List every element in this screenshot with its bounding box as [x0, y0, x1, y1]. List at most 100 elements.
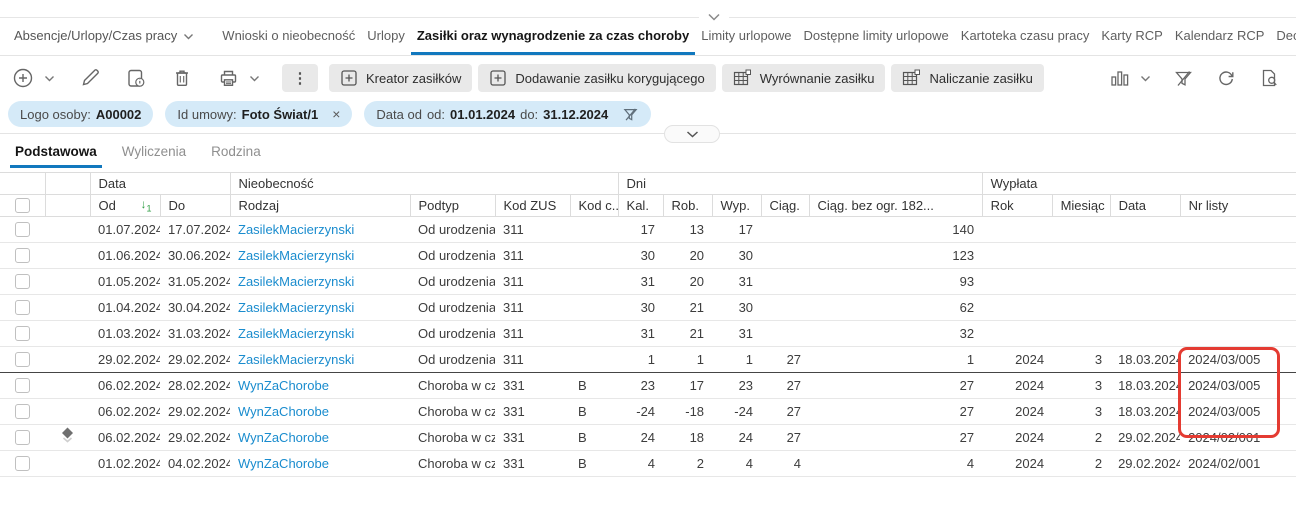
cell-link-rodzaj[interactable]: WynZaChorobe: [238, 430, 329, 445]
row-checkbox[interactable]: [15, 248, 30, 263]
cell-miesiac: 2: [1052, 424, 1111, 451]
table-row[interactable]: 06.02.2024 28.02.2024 WynZaChorobe Choroba …: [0, 372, 1296, 399]
cell-marker: [45, 450, 90, 477]
tab-label: Karty RCP: [1101, 27, 1163, 43]
dodawanie-zasiłku-korygującego-button[interactable]: Dodawanie zasiłku korygującego: [478, 64, 716, 92]
chip-clear-filter-icon[interactable]: [622, 106, 639, 123]
row-checkbox[interactable]: [15, 378, 30, 393]
card-info-icon[interactable]: [123, 65, 149, 91]
column-header-rodzaj[interactable]: Rodzaj: [230, 194, 411, 217]
subtab-rodzina[interactable]: Rodzina: [206, 137, 266, 168]
tab-zasiłki-oraz-wynagrodzenie-za-czas-choroby[interactable]: Zasiłki oraz wynagrodzenie za czas choro…: [410, 18, 696, 55]
subtab-podstawowa[interactable]: Podstawowa: [10, 137, 102, 168]
table-row[interactable]: 06.02.2024 29.02.2024 WynZaChorobe Choroba …: [0, 424, 1296, 451]
table-row[interactable]: 01.07.2024 17.07.2024 ZasilekMacierzynski O…: [0, 216, 1296, 243]
clear-filter-icon[interactable]: [1170, 65, 1196, 91]
filter-chip-id-umowy[interactable]: Id umowy: Foto Świat/1 ×: [165, 101, 353, 127]
add-dropdown-chevron-icon[interactable]: [41, 65, 57, 91]
cell-link-rodzaj[interactable]: ZasilekMacierzynski: [238, 274, 355, 289]
row-checkbox[interactable]: [15, 326, 30, 341]
document-preview-icon[interactable]: [1256, 65, 1282, 91]
filter-chip-logo-osoby[interactable]: Logo osoby: A00002: [8, 101, 154, 127]
column-header-kod_zus[interactable]: Kod ZUS: [495, 194, 571, 217]
tab-absencje-urlopy-czas-pracy[interactable]: Absencje/Urlopy/Czas pracy: [8, 18, 200, 55]
tab-limity-urlopowe[interactable]: Limity urlopowe: [695, 18, 797, 55]
tab-kartoteka-czasu-pracy[interactable]: Kartoteka czasu pracy: [955, 18, 1096, 55]
cell-link-rodzaj[interactable]: WynZaChorobe: [238, 378, 329, 393]
column-header-do[interactable]: Do: [160, 194, 231, 217]
column-header-podtyp[interactable]: Podtyp: [410, 194, 496, 217]
add-record-icon[interactable]: [10, 65, 36, 91]
subtab-wyliczenia[interactable]: Wyliczenia: [117, 137, 191, 168]
column-header-marker[interactable]: [45, 194, 91, 217]
column-header-kod_c[interactable]: Kod c...: [570, 194, 619, 217]
collapse-filter-panel-chevron[interactable]: [664, 125, 720, 143]
cell-kal: 30: [618, 242, 664, 269]
cell-link-rodzaj[interactable]: ZasilekMacierzynski: [238, 326, 355, 341]
cell-nr_listy: 2024/03/005: [1180, 372, 1296, 399]
table-row[interactable]: 29.02.2024 29.02.2024 ZasilekMacierzynski O…: [0, 346, 1296, 373]
edit-icon[interactable]: [77, 65, 103, 91]
column-header-ciag_bez[interactable]: Ciąg. bez ogr. 182...: [809, 194, 983, 217]
print-icon[interactable]: [215, 65, 241, 91]
tab-dropdown-chevron-icon[interactable]: [183, 28, 194, 43]
column-header-kal[interactable]: Kal.: [618, 194, 664, 217]
column-header-rob[interactable]: Rob.: [663, 194, 713, 217]
main-tab-bar: Absencje/Urlopy/Czas pracy Wnioski o nieo…: [0, 18, 1296, 56]
column-header-ciag[interactable]: Ciąg.: [761, 194, 810, 217]
cell-kod_zus: 311: [495, 216, 570, 243]
column-header-select[interactable]: [0, 194, 46, 217]
print-dropdown-chevron-icon[interactable]: [246, 65, 262, 91]
table-row[interactable]: 01.04.2024 30.04.2024 ZasilekMacierzynski O…: [0, 294, 1296, 321]
table-row[interactable]: 01.05.2024 31.05.2024 ZasilekMacierzynski O…: [0, 268, 1296, 295]
cell-rob: 1: [663, 346, 713, 373]
cell-miesiac: [1052, 294, 1111, 321]
chip-close-icon[interactable]: ×: [332, 106, 341, 122]
more-options-icon[interactable]: ⋮: [282, 64, 318, 92]
row-checkbox[interactable]: [15, 352, 30, 367]
cell-link-rodzaj[interactable]: WynZaChorobe: [238, 404, 329, 419]
row-checkbox[interactable]: [15, 274, 30, 289]
cell-wyp: 30: [712, 294, 762, 321]
column-header-miesiac[interactable]: Miesiąc: [1052, 194, 1111, 217]
tab-wnioski-o-nieobecność[interactable]: Wnioski o nieobecność: [216, 18, 361, 55]
tab-dostępne-limity-urlopowe[interactable]: Dostępne limity urlopowe: [798, 18, 955, 55]
wyrównanie-zasiłku-button[interactable]: Wyrównanie zasiłku: [721, 64, 886, 92]
select-all-checkbox[interactable]: [14, 198, 30, 213]
tab-decyzje-o-świad-re[interactable]: Decyzje o świad. re: [1270, 18, 1296, 55]
column-header-od[interactable]: Od ↓1: [90, 194, 161, 217]
kreator-zasiłków-button[interactable]: Kreator zasiłków: [329, 64, 473, 92]
row-checkbox[interactable]: [15, 456, 30, 471]
table-row[interactable]: 06.02.2024 29.02.2024 WynZaChorobe Choroba …: [0, 398, 1296, 425]
tab-karty-rcp[interactable]: Karty RCP: [1095, 18, 1168, 55]
tab-kalendarz-rcp[interactable]: Kalendarz RCP: [1169, 18, 1271, 55]
cell-od: 01.07.2024: [90, 216, 160, 243]
tab-urlopy[interactable]: Urlopy: [361, 18, 411, 55]
table-row[interactable]: 01.03.2024 31.03.2024 ZasilekMacierzynski O…: [0, 320, 1296, 347]
chart-dropdown-chevron-icon[interactable]: [1137, 65, 1153, 91]
refresh-icon[interactable]: [1213, 65, 1239, 91]
chart-icon[interactable]: [1107, 65, 1133, 91]
collapse-top-panel-chevron-icon[interactable]: [699, 9, 729, 25]
table-row[interactable]: 01.06.2024 30.06.2024 ZasilekMacierzynski O…: [0, 242, 1296, 269]
cell-link-rodzaj[interactable]: ZasilekMacierzynski: [238, 300, 355, 315]
cell-rob: 21: [663, 320, 713, 347]
row-checkbox[interactable]: [15, 430, 30, 445]
naliczanie-zasiłku-button[interactable]: Naliczanie zasiłku: [891, 64, 1044, 92]
column-header-rok[interactable]: Rok: [982, 194, 1053, 217]
table-row[interactable]: 01.02.2024 04.02.2024 WynZaChorobe Choroba …: [0, 450, 1296, 477]
delete-icon[interactable]: [169, 65, 195, 91]
column-header-nr_listy[interactable]: Nr listy: [1180, 194, 1296, 217]
row-checkbox[interactable]: [15, 404, 30, 419]
filter-chip-data-od[interactable]: Data od od: 01.01.2024 do: 31.12.2024: [364, 101, 652, 127]
cell-link-rodzaj[interactable]: WynZaChorobe: [238, 456, 329, 471]
cell-wyp: 31: [712, 268, 762, 295]
row-checkbox[interactable]: [15, 300, 30, 315]
column-header-wyp[interactable]: Wyp.: [712, 194, 762, 217]
row-checkbox[interactable]: [15, 222, 30, 237]
cell-link-rodzaj[interactable]: ZasilekMacierzynski: [238, 352, 355, 367]
cell-link-rodzaj[interactable]: ZasilekMacierzynski: [238, 248, 355, 263]
column-header-data[interactable]: Data: [1110, 194, 1181, 217]
cell-link-rodzaj[interactable]: ZasilekMacierzynski: [238, 222, 355, 237]
